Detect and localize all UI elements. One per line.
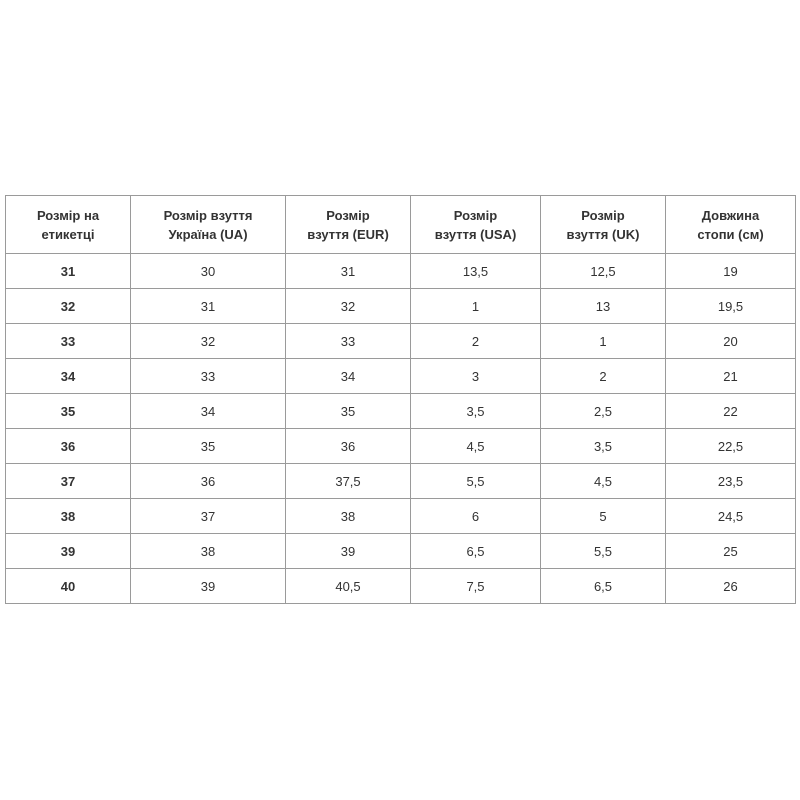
size-cell: 34 bbox=[130, 393, 286, 429]
label-size-cell: 33 bbox=[5, 323, 131, 359]
size-cell: 2 bbox=[410, 323, 541, 359]
size-cell: 19,5 bbox=[665, 288, 796, 324]
table-row: 31 30 31 13,5 12,5 19 bbox=[5, 253, 796, 289]
header-cell: Розмір взуття (EUR) bbox=[285, 195, 411, 254]
size-cell: 2,5 bbox=[540, 393, 666, 429]
size-cell: 22,5 bbox=[665, 428, 796, 464]
size-cell: 12,5 bbox=[540, 253, 666, 289]
size-cell: 4,5 bbox=[410, 428, 541, 464]
label-size-cell: 39 bbox=[5, 533, 131, 569]
table-row: 40 39 40,5 7,5 6,5 26 bbox=[5, 568, 796, 604]
table-body: 31 30 31 13,5 12,5 19 32 31 32 1 13 19,5 33 32 33 2 1 20 3… bbox=[5, 253, 796, 604]
size-table: Розмір на етикетці Розмір взуття Україна (U… bbox=[5, 195, 796, 604]
size-cell: 31 bbox=[130, 288, 286, 324]
size-cell: 25 bbox=[665, 533, 796, 569]
table-row: 35 34 35 3,5 2,5 22 bbox=[5, 393, 796, 429]
size-cell: 22 bbox=[665, 393, 796, 429]
label-size-cell: 35 bbox=[5, 393, 131, 429]
size-cell: 35 bbox=[130, 428, 286, 464]
size-cell: 31 bbox=[285, 253, 411, 289]
size-cell: 32 bbox=[285, 288, 411, 324]
size-cell: 13 bbox=[540, 288, 666, 324]
size-cell: 2 bbox=[540, 358, 666, 394]
header-line: стопи (см) bbox=[697, 226, 764, 242]
size-cell: 1 bbox=[410, 288, 541, 324]
table-row: 37 36 37,5 5,5 4,5 23,5 bbox=[5, 463, 796, 499]
table-row: 39 38 39 6,5 5,5 25 bbox=[5, 533, 796, 569]
label-size-cell: 31 bbox=[5, 253, 131, 289]
label-size-cell: 37 bbox=[5, 463, 131, 499]
header-line: Розмір bbox=[581, 207, 625, 223]
header-row: Розмір на етикетці Розмір взуття Україна (U… bbox=[5, 195, 796, 254]
size-cell: 39 bbox=[130, 568, 286, 604]
header-line: Розмір bbox=[326, 207, 370, 223]
size-cell: 6,5 bbox=[410, 533, 541, 569]
header-line: етикетці bbox=[41, 226, 95, 242]
size-cell: 5 bbox=[540, 498, 666, 534]
size-cell: 20 bbox=[665, 323, 796, 359]
header-line: взуття (USA) bbox=[434, 226, 517, 242]
size-cell: 5,5 bbox=[410, 463, 541, 499]
size-cell: 26 bbox=[665, 568, 796, 604]
size-cell: 40,5 bbox=[285, 568, 411, 604]
size-cell: 21 bbox=[665, 358, 796, 394]
size-table-container: Розмір на етикетці Розмір взуття Україна (U… bbox=[5, 195, 796, 604]
label-size-cell: 40 bbox=[5, 568, 131, 604]
header-line: Довжина bbox=[701, 207, 760, 223]
size-cell: 30 bbox=[130, 253, 286, 289]
size-cell: 13,5 bbox=[410, 253, 541, 289]
size-cell: 32 bbox=[130, 323, 286, 359]
size-cell: 36 bbox=[285, 428, 411, 464]
size-cell: 4,5 bbox=[540, 463, 666, 499]
size-cell: 33 bbox=[285, 323, 411, 359]
size-cell: 7,5 bbox=[410, 568, 541, 604]
table-row: 32 31 32 1 13 19,5 bbox=[5, 288, 796, 324]
size-cell: 38 bbox=[130, 533, 286, 569]
header-line: взуття (UK) bbox=[566, 226, 640, 242]
size-cell: 37,5 bbox=[285, 463, 411, 499]
size-cell: 38 bbox=[285, 498, 411, 534]
size-cell: 39 bbox=[285, 533, 411, 569]
size-cell: 23,5 bbox=[665, 463, 796, 499]
size-cell: 3,5 bbox=[540, 428, 666, 464]
table-row: 36 35 36 4,5 3,5 22,5 bbox=[5, 428, 796, 464]
size-cell: 35 bbox=[285, 393, 411, 429]
size-cell: 37 bbox=[130, 498, 286, 534]
size-cell: 6,5 bbox=[540, 568, 666, 604]
header-line: Розмір на bbox=[36, 207, 100, 223]
label-size-cell: 36 bbox=[5, 428, 131, 464]
header-cell: Розмір взуття (UK) bbox=[540, 195, 666, 254]
header-line: взуття (EUR) bbox=[307, 226, 389, 242]
size-cell: 3 bbox=[410, 358, 541, 394]
size-cell: 36 bbox=[130, 463, 286, 499]
header-line: Україна (UA) bbox=[168, 226, 248, 242]
label-size-cell: 38 bbox=[5, 498, 131, 534]
table-row: 33 32 33 2 1 20 bbox=[5, 323, 796, 359]
header-line: Розмір взуття bbox=[163, 207, 253, 223]
size-cell: 33 bbox=[130, 358, 286, 394]
header-cell: Розмір на етикетці bbox=[5, 195, 131, 254]
header-cell: Розмір взуття Україна (UA) bbox=[130, 195, 286, 254]
table-row: 38 37 38 6 5 24,5 bbox=[5, 498, 796, 534]
size-cell: 3,5 bbox=[410, 393, 541, 429]
label-size-cell: 32 bbox=[5, 288, 131, 324]
size-cell: 5,5 bbox=[540, 533, 666, 569]
table-row: 34 33 34 3 2 21 bbox=[5, 358, 796, 394]
size-cell: 1 bbox=[540, 323, 666, 359]
size-cell: 24,5 bbox=[665, 498, 796, 534]
header-cell: Довжина стопи (см) bbox=[665, 195, 796, 254]
header-line: Розмір bbox=[453, 207, 498, 223]
size-cell: 19 bbox=[665, 253, 796, 289]
size-cell: 34 bbox=[285, 358, 411, 394]
header-cell: Розмір взуття (USA) bbox=[410, 195, 541, 254]
label-size-cell: 34 bbox=[5, 358, 131, 394]
size-cell: 6 bbox=[410, 498, 541, 534]
